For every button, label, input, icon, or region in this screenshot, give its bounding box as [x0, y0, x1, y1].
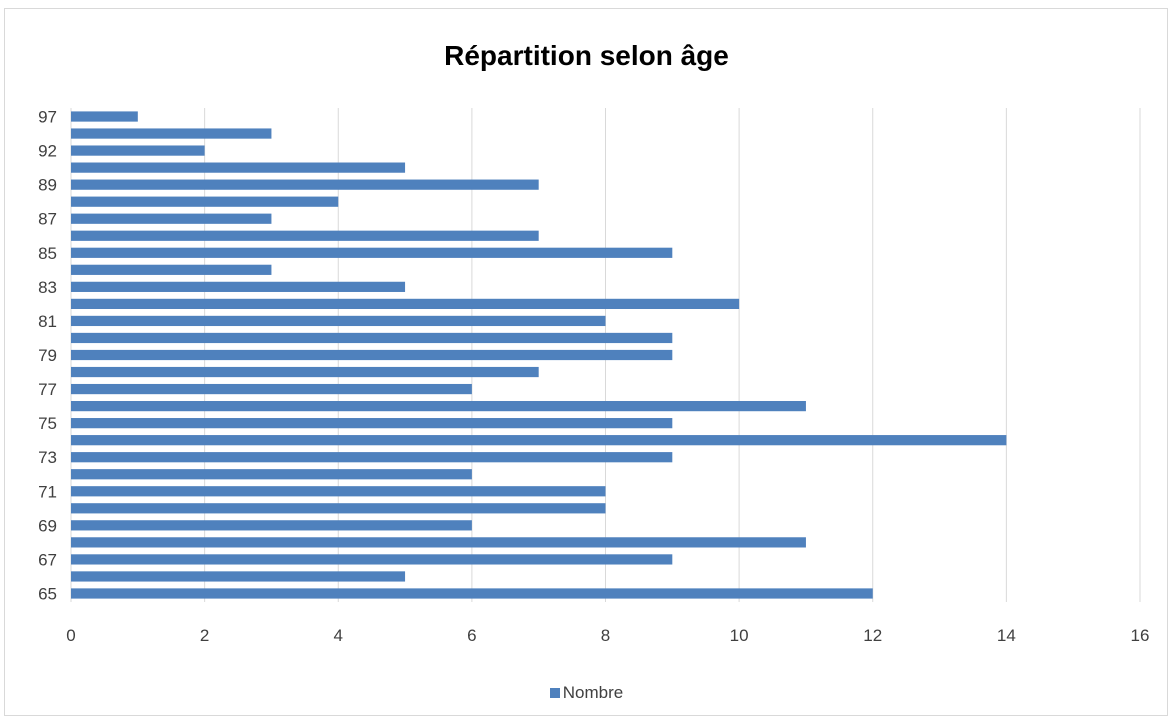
- x-tick-label: 8: [601, 626, 610, 645]
- y-tick-label: 89: [38, 176, 57, 195]
- x-tick-label: 16: [1131, 626, 1150, 645]
- y-tick-label: 92: [38, 142, 57, 161]
- y-tick-label: 85: [38, 244, 57, 263]
- legend-label: Nombre: [562, 683, 624, 702]
- y-tick-label: 87: [38, 210, 57, 229]
- bar: [71, 383, 472, 395]
- bar: [71, 315, 606, 327]
- bar: [71, 435, 1007, 446]
- bar: [71, 162, 406, 173]
- bar: [71, 537, 806, 548]
- chart-title: Répartition selon âge: [444, 40, 729, 71]
- x-tick-label: 6: [467, 626, 476, 645]
- y-tick-label: 75: [38, 414, 57, 433]
- bar: [71, 452, 673, 463]
- y-tick-label: 83: [38, 278, 57, 297]
- y-tick-label: 79: [38, 346, 57, 365]
- bar: [71, 469, 472, 480]
- bar: [71, 179, 539, 190]
- bar: [71, 486, 606, 497]
- y-tick-label: 81: [38, 312, 57, 331]
- bar: [71, 145, 205, 156]
- bar: [71, 264, 272, 275]
- legend: Nombre: [0, 683, 1173, 703]
- y-tick-label: 97: [38, 108, 57, 127]
- y-tick-label: 71: [38, 482, 57, 501]
- x-tick-label: 4: [334, 626, 343, 645]
- bar: [71, 332, 673, 344]
- bar: [71, 520, 472, 531]
- bar: [71, 111, 138, 122]
- bar: [71, 128, 272, 139]
- bar: [71, 554, 673, 565]
- x-tick-label: 12: [863, 626, 882, 645]
- x-tick-label: 10: [730, 626, 749, 645]
- y-tick-label: 69: [38, 516, 57, 535]
- y-tick-label: 65: [38, 584, 57, 603]
- bar: [71, 196, 339, 207]
- x-tick-label: 14: [997, 626, 1016, 645]
- bar: [71, 418, 673, 429]
- bar: [71, 400, 806, 412]
- legend-swatch: [549, 688, 560, 698]
- bar: [71, 366, 539, 378]
- bar: [71, 588, 873, 599]
- bar: [71, 230, 539, 241]
- bar: [71, 247, 673, 258]
- bar: [71, 213, 272, 224]
- x-tick-label: 0: [66, 626, 75, 645]
- bar: [71, 298, 740, 310]
- bar: [71, 349, 673, 361]
- y-tick-label: 77: [38, 380, 57, 399]
- bar: [71, 503, 606, 514]
- y-tick-label: 73: [38, 448, 57, 467]
- bar: [71, 281, 406, 292]
- y-tick-label: 67: [38, 550, 57, 569]
- x-tick-label: 2: [200, 626, 209, 645]
- bar: [71, 571, 406, 582]
